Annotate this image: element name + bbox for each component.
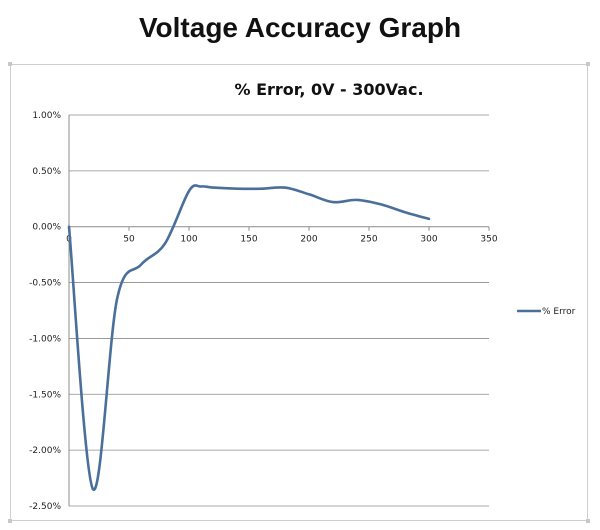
x-tick-label: 250 <box>360 235 377 245</box>
frame-handle-bottom-right <box>586 519 590 523</box>
line-chart: % Error, 0V - 300Vac. 1.00% 0.50% 0.00% -0.… <box>29 80 576 512</box>
y-tick-label: -0.50% <box>29 279 61 289</box>
series-layer <box>67 184 431 491</box>
x-tick-label: 150 <box>240 235 257 245</box>
series-line <box>67 184 431 491</box>
chart-frame: % Error, 0V - 300Vac. 1.00% 0.50% 0.00% -0.… <box>8 62 590 523</box>
y-tick-label: 1.00% <box>32 111 61 121</box>
x-tick-label: 50 <box>123 235 135 245</box>
chart-title: % Error, 0V - 300Vac. <box>234 80 423 99</box>
x-tick-label: 300 <box>420 235 437 245</box>
axes <box>68 115 490 506</box>
x-tick-label: 350 <box>480 235 497 245</box>
frame-handle-top-right <box>586 62 590 66</box>
frame-handle-bottom-left <box>8 519 12 523</box>
legend: % Error <box>517 307 576 317</box>
y-tick-label: -2.50% <box>29 502 61 512</box>
y-tick-label: -2.00% <box>29 446 61 456</box>
x-tick-label: 100 <box>180 235 197 245</box>
y-tick-label: -1.50% <box>29 390 61 400</box>
y-tick-label: 0.50% <box>32 167 61 177</box>
grid-lines <box>69 114 489 507</box>
legend-label: % Error <box>542 307 576 317</box>
y-tick-label: -1.00% <box>29 334 61 344</box>
y-tick-label: 0.00% <box>32 223 61 233</box>
tick-labels: 1.00% 0.50% 0.00% -0.50% -1.00% -1.50% -2.00% -… <box>29 111 498 512</box>
frame-handle-top-left <box>8 62 12 66</box>
page-heading: Voltage Accuracy Graph <box>138 12 462 43</box>
x-tick-label: 200 <box>300 235 317 245</box>
